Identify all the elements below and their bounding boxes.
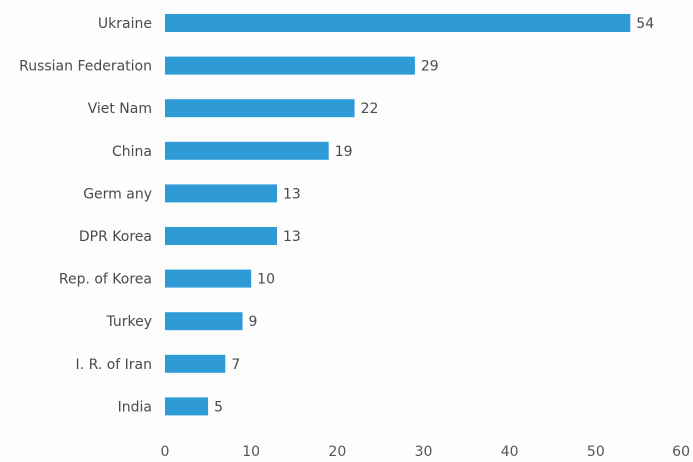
bar-ukraine xyxy=(165,14,631,32)
x-axis-ticks: 0 10 20 30 40 50 60 xyxy=(161,444,690,460)
x-tick-label-10: 10 xyxy=(242,444,260,460)
x-tick-label-60: 60 xyxy=(672,444,690,460)
bar-rep-of-korea xyxy=(165,269,252,288)
category-label-germ-any: Germ any xyxy=(83,186,152,202)
x-tick-label-30: 30 xyxy=(415,444,433,460)
bar-china xyxy=(165,141,329,160)
value-label-ukraine: 54 xyxy=(636,16,654,32)
bar-turkey xyxy=(165,312,243,331)
category-label-i-r-of-iran: I. R. of Iran xyxy=(76,357,152,373)
bar-dpr-korea xyxy=(165,227,278,245)
value-label-viet-nam: 22 xyxy=(361,101,379,117)
x-tick-label-20: 20 xyxy=(328,444,346,460)
x-tick-label-0: 0 xyxy=(161,444,170,460)
bar-germ-any xyxy=(165,184,278,203)
bar-i-r-of-iran xyxy=(165,354,226,373)
value-label-germ-any: 13 xyxy=(283,186,301,202)
category-label-ukraine: Ukraine xyxy=(98,16,152,32)
value-label-dpr-korea: 13 xyxy=(283,229,301,245)
category-label-rep-of-korea: Rep. of Korea xyxy=(59,272,152,288)
category-label-dpr-korea: DPR Korea xyxy=(79,229,152,245)
value-label-rep-of-korea: 10 xyxy=(257,272,275,288)
category-label-russian-federation: Russian Federation xyxy=(19,59,152,75)
value-label-turkey: 9 xyxy=(249,314,258,330)
bars-layer xyxy=(165,14,631,416)
bar-india xyxy=(165,397,209,416)
category-label-turkey: Turkey xyxy=(105,314,152,330)
value-label-india: 5 xyxy=(214,399,223,415)
bar-viet-nam xyxy=(165,99,355,118)
x-tick-label-50: 50 xyxy=(587,444,605,460)
x-tick-label-40: 40 xyxy=(501,444,519,460)
bar-russian-federation xyxy=(165,56,415,75)
category-label-china: China xyxy=(112,144,152,160)
category-labels: Ukraine Russian Federation Viet Nam China Ge… xyxy=(19,16,152,415)
value-label-china: 19 xyxy=(335,144,353,160)
value-label-i-r-of-iran: 7 xyxy=(231,357,240,373)
category-label-india: India xyxy=(118,399,152,415)
category-label-viet-nam: Viet Nam xyxy=(88,101,152,117)
value-label-russian-federation: 29 xyxy=(421,59,439,75)
value-labels: 54 29 22 19 13 13 10 9 7 5 xyxy=(214,16,654,415)
